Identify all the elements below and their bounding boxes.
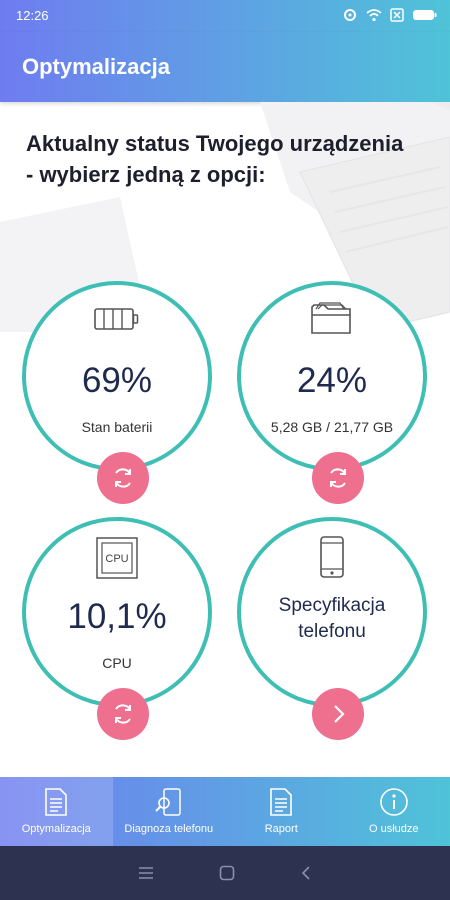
nav-item-diagnoza[interactable]: Diagnoza telefonu bbox=[113, 777, 226, 846]
spec-line-2: telefonu bbox=[298, 621, 366, 642]
report-icon bbox=[270, 788, 293, 816]
nav-label: Diagnoza telefonu bbox=[124, 823, 214, 835]
chevron-right-icon bbox=[334, 705, 345, 723]
bottom-navigation: Optymalizacja Diagnoza telefonu Raport O… bbox=[0, 777, 450, 846]
cpu-status-card[interactable]: CPU 10,1% CPU bbox=[22, 517, 212, 740]
phone-specification-card[interactable]: Specyfikacja telefonu bbox=[237, 517, 427, 740]
nav-item-o-usludze[interactable]: O usłudze bbox=[338, 777, 450, 846]
status-icons bbox=[342, 7, 438, 23]
cpu-value: 10,1% bbox=[67, 597, 167, 636]
battery-label: Stan baterii bbox=[81, 419, 153, 435]
settings-sync-icon bbox=[344, 9, 356, 21]
refresh-icon bbox=[115, 468, 131, 488]
phone-search-icon bbox=[155, 788, 181, 816]
nav-label: O usłudze bbox=[368, 823, 419, 835]
nav-item-optymalizacja[interactable]: Optymalizacja bbox=[0, 777, 113, 846]
refresh-battery-button[interactable] bbox=[97, 452, 149, 504]
laptop-background-image bbox=[0, 102, 450, 332]
storage-label: 5,28 GB / 21,77 GB bbox=[270, 419, 394, 435]
home-icon[interactable] bbox=[219, 865, 235, 881]
storage-status-card[interactable]: 24% 5,28 GB / 21,77 GB bbox=[237, 281, 427, 504]
battery-status-card[interactable]: 69% Stan baterii bbox=[22, 281, 212, 504]
nav-label: Optymalizacja bbox=[21, 823, 91, 835]
app-title: Optymalizacja bbox=[22, 54, 170, 79]
status-bar: 12:26 bbox=[0, 0, 450, 32]
back-icon[interactable] bbox=[300, 865, 312, 881]
status-time: 12:26 bbox=[16, 8, 49, 23]
phone-icon bbox=[320, 536, 344, 578]
cpu-icon: CPU bbox=[96, 537, 138, 579]
document-icon bbox=[45, 788, 68, 816]
battery-value: 69% bbox=[81, 361, 153, 400]
app-bar: Optymalizacja bbox=[0, 32, 450, 102]
open-specification-button[interactable] bbox=[312, 688, 364, 740]
wifi-icon bbox=[366, 9, 382, 22]
refresh-storage-button[interactable] bbox=[312, 452, 364, 504]
folder-icon bbox=[311, 302, 351, 334]
info-icon bbox=[379, 788, 408, 816]
nav-item-raport[interactable]: Raport bbox=[225, 777, 338, 846]
spec-line-1: Specyfikacja bbox=[278, 595, 386, 616]
cpu-icon-text: CPU bbox=[105, 553, 128, 565]
cpu-label: CPU bbox=[102, 655, 132, 671]
refresh-icon bbox=[115, 704, 131, 724]
no-sim-icon bbox=[390, 8, 404, 22]
system-navigation-bar bbox=[0, 846, 450, 900]
battery-status-icon bbox=[413, 10, 437, 20]
nav-label: Raport bbox=[264, 823, 298, 835]
storage-value: 24% bbox=[296, 361, 368, 400]
menu-icon[interactable] bbox=[138, 866, 154, 880]
refresh-cpu-button[interactable] bbox=[97, 688, 149, 740]
spec-title: Specyfikacja telefonu bbox=[241, 593, 423, 645]
page-headline: Aktualny status Twojego urządzenia - wyb… bbox=[26, 131, 404, 187]
refresh-icon bbox=[330, 468, 346, 488]
battery-icon bbox=[94, 308, 139, 330]
